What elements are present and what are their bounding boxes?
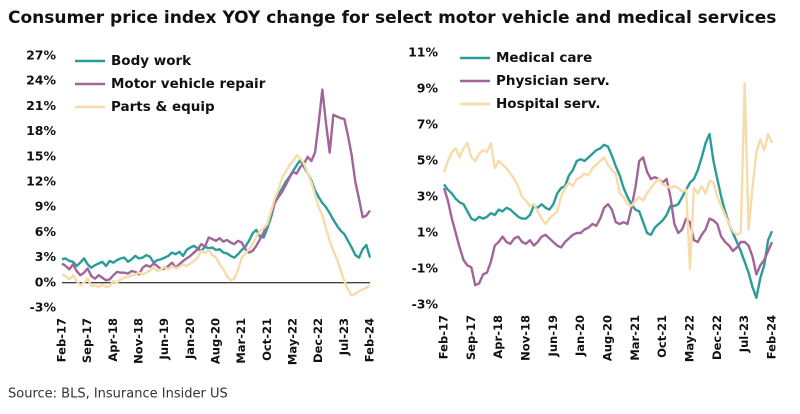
series-line	[61, 153, 371, 297]
legend-label: Motor vehicle repair	[111, 76, 266, 92]
legend-label: Medical care	[496, 50, 592, 66]
y-tick-label: 1%	[417, 225, 439, 240]
x-tick-label: Apr-18	[106, 318, 120, 362]
x-tick-label: Aug-20	[601, 315, 615, 361]
series-line	[442, 156, 774, 287]
x-tick-label: Mar-21	[234, 318, 248, 364]
y-tick-label: -3%	[30, 300, 57, 315]
x-tick-label: Sep-17	[80, 318, 94, 363]
y-tick-label: 24%	[26, 73, 56, 88]
x-tick-label: Jun-19	[157, 318, 171, 360]
x-tick-label: Jan-20	[573, 315, 587, 357]
y-tick-label: 12%	[26, 174, 56, 189]
series-line	[442, 82, 774, 271]
x-tick-label: Jul-23	[737, 315, 751, 353]
x-tick-label: Jun-19	[546, 315, 560, 357]
legend-label: Physician serv.	[496, 73, 610, 89]
y-tick-label: 15%	[26, 148, 56, 163]
source-note: Source: BLS, Insurance Insider US	[8, 387, 228, 402]
y-tick-label: 3%	[35, 249, 57, 264]
y-tick-label: 5%	[417, 153, 439, 168]
y-tick-label: 3%	[417, 189, 439, 204]
y-tick-label: -1%	[412, 261, 439, 276]
x-tick-label: Oct-21	[260, 318, 274, 361]
x-tick-label: Aug-20	[209, 318, 223, 364]
x-tick-label: Feb-24	[765, 315, 779, 359]
y-tick-label: 21%	[26, 98, 56, 113]
y-tick-label: 9%	[417, 81, 439, 96]
series-line	[443, 132, 774, 299]
x-tick-label: Mar-21	[628, 315, 642, 361]
series-line	[61, 88, 371, 282]
series-line	[61, 158, 372, 269]
y-tick-label: 11%	[408, 45, 438, 60]
x-tick-label: May-22	[683, 315, 697, 362]
legend-label: Parts & equip	[111, 99, 215, 115]
x-tick-label: Jul-23	[337, 318, 351, 356]
x-tick-label: Feb-17	[55, 318, 69, 362]
y-tick-label: 18%	[26, 123, 56, 138]
x-tick-label: Sep-17	[464, 315, 478, 360]
x-tick-label: Nov-18	[132, 318, 146, 364]
legend-label: Body work	[111, 53, 192, 69]
x-tick-label: Oct-21	[655, 315, 669, 358]
x-tick-label: Nov-18	[519, 315, 533, 361]
y-tick-label: 27%	[26, 48, 56, 63]
x-tick-label: May-22	[286, 318, 300, 365]
y-tick-label: 6%	[35, 224, 57, 239]
x-tick-label: Feb-24	[363, 318, 377, 362]
y-tick-label: -3%	[412, 297, 439, 312]
x-tick-label: Dec-22	[311, 318, 325, 363]
x-tick-label: Jan-20	[183, 318, 197, 360]
y-tick-label: 9%	[35, 199, 57, 214]
x-tick-label: Dec-22	[710, 315, 724, 360]
y-tick-label: 0%	[35, 274, 57, 289]
page-title: Consumer price index YOY change for sele…	[8, 8, 776, 28]
y-tick-label: 7%	[417, 117, 439, 132]
x-tick-label: Apr-18	[491, 315, 505, 359]
x-tick-label: Feb-17	[437, 315, 451, 359]
legend-label: Hospital serv.	[496, 96, 600, 112]
